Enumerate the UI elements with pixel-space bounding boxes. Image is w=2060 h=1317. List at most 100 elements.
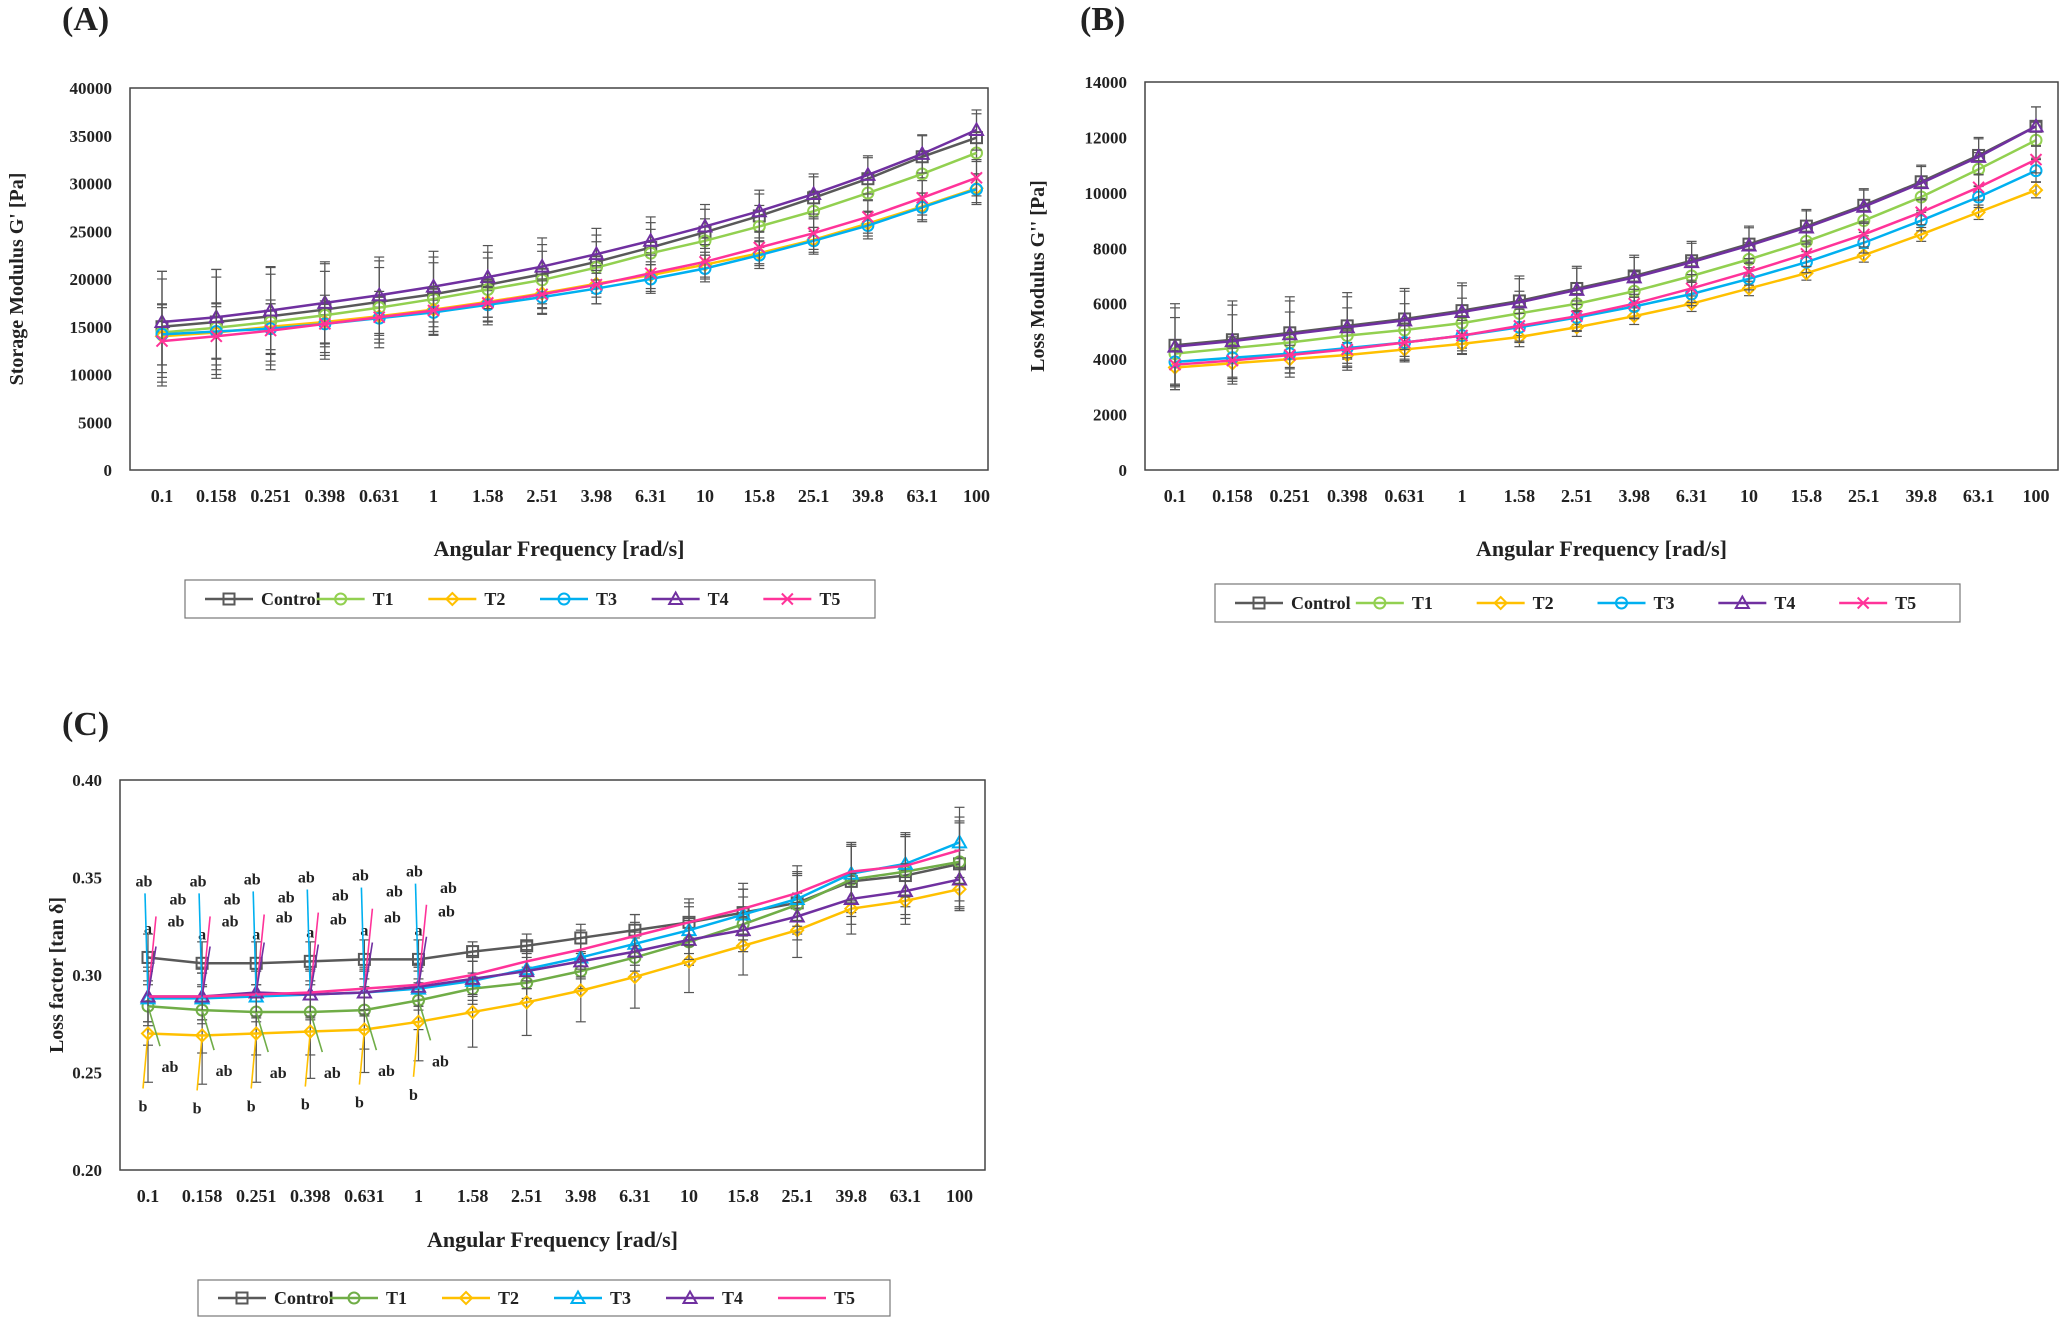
chart-panel-a: (A) 0 5000 10000 15000 20000 25000 30000 35000 40… [6, 1, 990, 619]
annotation-leader-t5 [309, 912, 320, 993]
series-line-t3-c [148, 841, 960, 1000]
legend-box-c [197, 1279, 891, 1317]
series-t5-b [1168, 145, 2043, 391]
data-point-t4-c [843, 890, 860, 905]
annotation-leader-t2 [358, 1029, 366, 1085]
data-point-t5-a [915, 191, 929, 205]
legend-item-t1-b: T1 [1355, 593, 1433, 613]
x-tick-label-a: 10 [696, 486, 714, 506]
data-point-t2-c [627, 969, 643, 985]
y-tick-label-b: 4000 [1093, 350, 1127, 369]
x-tick-label-a: 0.398 [305, 486, 346, 506]
x-tick-label-c: 0.158 [182, 1186, 223, 1206]
annotation-leader-t5 [417, 904, 428, 985]
data-point-t5-b [1283, 348, 1297, 362]
data-point-t4-b [1970, 148, 1987, 163]
x-tick-label-b: 0.398 [1327, 486, 1368, 506]
y-tick-label-b: 12000 [1085, 128, 1128, 147]
data-point-t4-a [696, 217, 714, 233]
data-point-t5-b [1627, 297, 1641, 310]
panel-label-b: (B) [1080, 1, 1125, 38]
x-tick-label-a: 1 [429, 486, 438, 506]
x-tick-label-c: 0.631 [344, 1186, 385, 1206]
legend-item-t2-a: T2 [428, 589, 505, 609]
data-point-t2-b [1971, 204, 1987, 220]
x-axis-label-b: Angular Frequency [rad/s] [1476, 536, 1727, 561]
y-tick-label-a: 30000 [70, 175, 113, 194]
y-tick-label-a: 40000 [70, 79, 113, 98]
annotation-label-t3: ab [190, 873, 207, 890]
annotation-label-t4: ab [330, 912, 347, 929]
x-tick-label-c: 0.251 [236, 1186, 277, 1206]
data-point-t4-b [1740, 236, 1758, 252]
data-point-t5-a [264, 324, 277, 337]
legend-marker-control-a [222, 592, 236, 606]
y-tick-label-a: 10000 [70, 366, 113, 385]
data-point-t4-a [588, 245, 605, 261]
x-tick-label-c: 100 [946, 1186, 973, 1206]
legend-marker-t1-b [1373, 596, 1387, 610]
y-tick-label-c: 0.40 [72, 771, 102, 790]
data-point-t2-b [1684, 296, 1700, 312]
y-tick-label-c: 0.30 [72, 966, 102, 985]
data-point-t5-b [1340, 343, 1354, 356]
y-tick-label-b: 2000 [1093, 406, 1127, 425]
data-point-t5-b [1742, 265, 1756, 279]
data-point-t4-a [859, 166, 877, 181]
data-point-t5-a [535, 288, 549, 301]
legend-label-control-c: Control [274, 1288, 334, 1308]
x-tick-label-b: 0.631 [1384, 486, 1425, 506]
data-point-t5-a [861, 210, 875, 224]
legend-item-t3-b: T3 [1597, 593, 1675, 613]
data-point-t2-c [573, 983, 589, 999]
legend-item-t3-c: T3 [554, 1288, 631, 1308]
annotation-label-t2: b [409, 1087, 418, 1104]
annotation-leader-t3 [414, 883, 420, 989]
legend-marker-t1-a [334, 592, 348, 606]
legend-marker-t4-a [667, 590, 684, 605]
data-point-t5-b [1455, 329, 1469, 342]
annotation-leader-t4 [309, 944, 320, 995]
data-point-t2-b [1741, 281, 1757, 296]
legend-c: Control T1 T2 T3 T4 T5 [197, 1279, 891, 1317]
plot-area-c [119, 779, 986, 1171]
annotation-label-t2: b [193, 1100, 202, 1117]
data-point-t5-a [427, 304, 440, 317]
data-point-t4-c [734, 921, 752, 937]
annotation-leader-t1 [363, 1009, 378, 1051]
data-point-t5-b [1685, 282, 1698, 295]
x-tick-label-a: 0.1 [151, 486, 174, 506]
annotation-label-t3: ab [244, 871, 261, 888]
x-tick-label-c: 0.398 [290, 1186, 331, 1206]
data-point-t5-a [318, 317, 332, 331]
data-point-t2-b [1798, 265, 1814, 281]
annotation-label-t1: ab [432, 1053, 449, 1070]
x-tick-label-c: 2.51 [511, 1186, 543, 1206]
data-point-t4-b [2027, 117, 2045, 133]
plot-area-a [129, 87, 989, 471]
legend-marker-t1-c [347, 1291, 361, 1305]
plot-area-b [1144, 81, 2059, 471]
y-axis-label-c: Loss factor [tan δ] [46, 897, 68, 1053]
data-point-t5-a [590, 278, 603, 291]
legend-label-t1-b: T1 [1412, 593, 1433, 613]
annotation-label-t5: ab [440, 880, 457, 897]
annotation-label-control: a [252, 926, 260, 943]
x-tick-label-c: 15.8 [727, 1186, 759, 1206]
x-tick-label-b: 0.1 [1164, 486, 1187, 506]
y-tick-label-b: 14000 [1085, 73, 1128, 92]
annotation-label-t1: ab [270, 1065, 287, 1082]
legend-label-t2-c: T2 [498, 1288, 519, 1308]
annotation-leader-t4 [201, 946, 211, 997]
y-tick-label-a: 5000 [78, 413, 112, 432]
legend-marker-t2-b [1493, 595, 1509, 611]
series-line-t2-c [147, 887, 960, 1037]
annotation-leader-t3 [252, 891, 257, 997]
y-tick-label-b: 10000 [1085, 184, 1128, 203]
annotation-label-t4: ab [222, 913, 239, 930]
legend-label-t5-b: T5 [1895, 593, 1916, 613]
legend-marker-t4-c [681, 1289, 699, 1304]
data-point-t5-b [1972, 181, 1985, 194]
data-point-t4-a [751, 202, 768, 218]
legend-marker-t3-c [569, 1289, 587, 1304]
